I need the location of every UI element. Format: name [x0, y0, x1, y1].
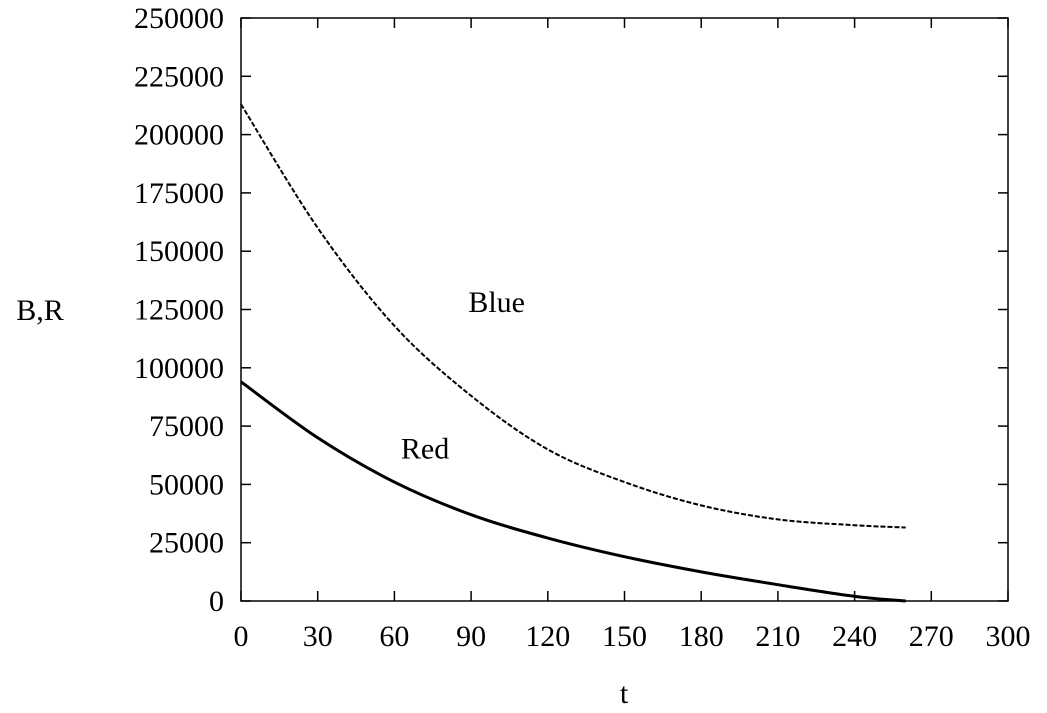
x-tick-label: 30 — [303, 620, 333, 653]
x-tick-label: 60 — [379, 620, 409, 653]
x-tick-label: 90 — [456, 620, 486, 653]
y-axis-title: B,R — [16, 294, 64, 327]
x-tick-label: 120 — [525, 620, 570, 653]
x-tick-label: 240 — [832, 620, 877, 653]
y-tick-label: 50000 — [149, 468, 224, 501]
series-line-blue — [240, 103, 906, 529]
x-tick-label: 180 — [679, 620, 724, 653]
x-tick-label: 270 — [909, 620, 954, 653]
y-tick-label: 150000 — [134, 235, 224, 268]
series-layer — [240, 103, 906, 603]
y-tick-label: 25000 — [149, 527, 224, 560]
x-tick-label: 210 — [755, 620, 800, 653]
y-tick-label: 175000 — [134, 177, 224, 210]
x-tick-label: 0 — [234, 620, 249, 653]
y-tick-label: 75000 — [149, 410, 224, 443]
y-tick-label: 200000 — [134, 119, 224, 152]
series-line-red — [240, 380, 906, 603]
y-tick-label: 100000 — [134, 352, 224, 385]
x-tick-labels: 0 30 60 90 120 150 180 210 240 270 300 — [234, 620, 1031, 653]
y-tick-labels: 0 25000 50000 75000 100000 125000 150000 175000… — [134, 2, 224, 618]
y-tick-label: 0 — [209, 585, 224, 618]
x-tick-label: 300 — [986, 620, 1031, 653]
y-tick-label: 225000 — [134, 60, 224, 93]
y-tick-label: 125000 — [134, 294, 224, 327]
annotation-blue: Blue — [468, 286, 525, 319]
x-tick-label: 150 — [602, 620, 647, 653]
annotations: Blue Red — [401, 286, 525, 466]
y-tick-label: 250000 — [134, 2, 224, 35]
plot-frame — [240, 17, 1009, 602]
annotation-red: Red — [401, 433, 449, 466]
x-axis-title: t — [620, 677, 629, 710]
tick-marks — [240, 17, 1009, 602]
